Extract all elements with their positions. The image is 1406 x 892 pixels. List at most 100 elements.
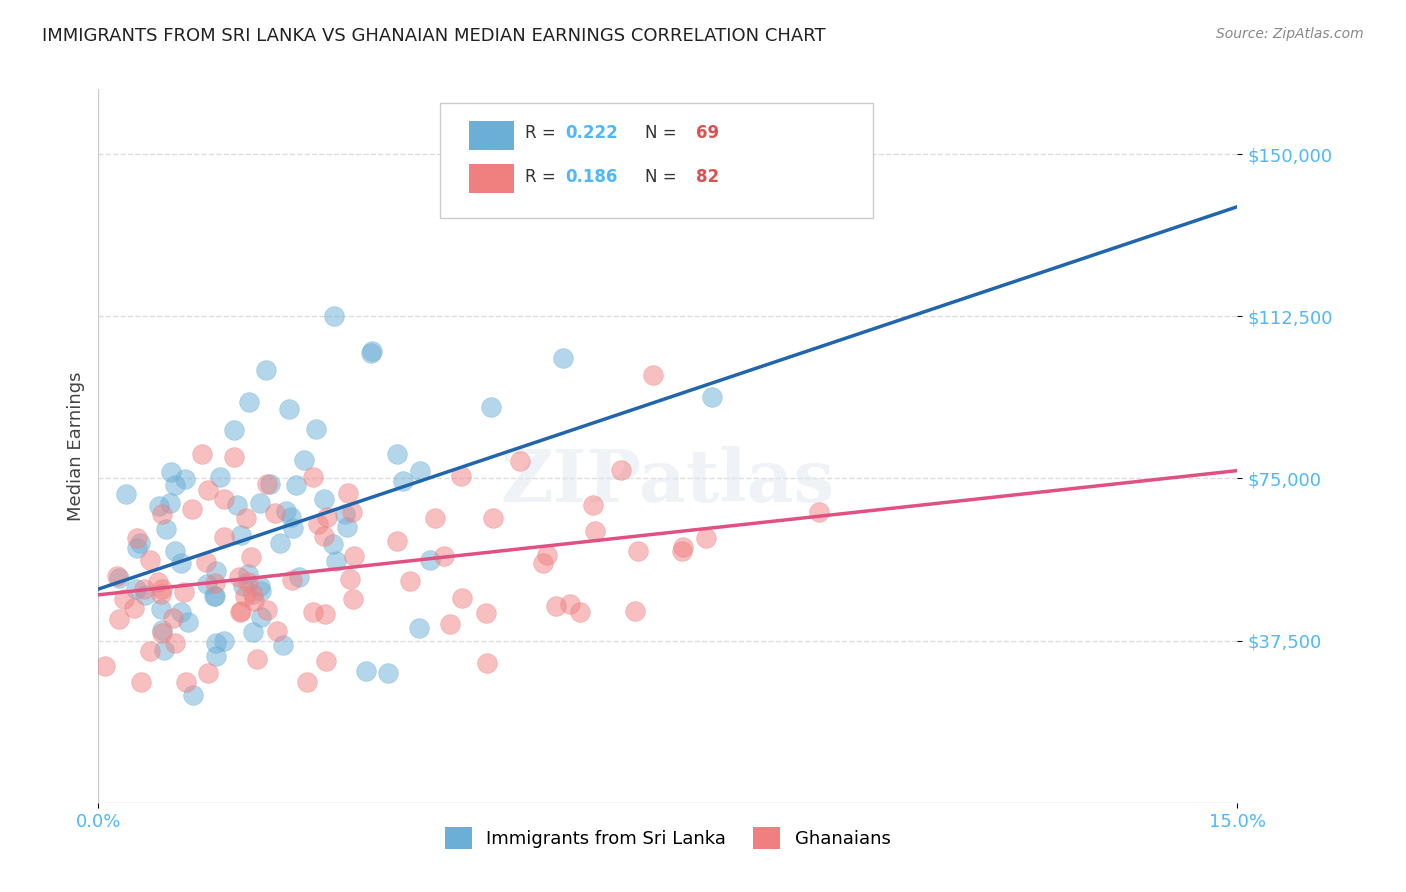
- Point: [240, 549, 263, 564]
- Point: [222, 423, 245, 437]
- Point: [312, 491, 335, 506]
- Point: [399, 574, 422, 589]
- Point: [150, 508, 173, 522]
- Point: [308, 516, 330, 531]
- Point: [173, 584, 195, 599]
- Point: [536, 548, 558, 562]
- Point: [160, 465, 183, 479]
- FancyBboxPatch shape: [440, 103, 873, 218]
- Point: [387, 446, 409, 460]
- Point: [174, 472, 197, 486]
- Point: [163, 636, 186, 650]
- Point: [560, 597, 582, 611]
- Point: [450, 591, 472, 606]
- Point: [204, 564, 226, 578]
- Point: [419, 553, 441, 567]
- Point: [112, 592, 135, 607]
- Point: [249, 579, 271, 593]
- Point: [288, 570, 311, 584]
- Point: [125, 541, 148, 556]
- Point: [93, 658, 115, 673]
- Point: [150, 626, 173, 640]
- Text: Source: ZipAtlas.com: Source: ZipAtlas.com: [1216, 27, 1364, 41]
- Point: [150, 582, 173, 597]
- Point: [125, 582, 148, 596]
- Point: [222, 450, 245, 465]
- Point: [254, 363, 277, 377]
- Point: [315, 655, 337, 669]
- Point: [134, 588, 156, 602]
- Text: N =: N =: [645, 168, 676, 186]
- Point: [148, 499, 170, 513]
- Point: [339, 572, 361, 586]
- Point: [354, 664, 377, 678]
- Point: [316, 509, 339, 524]
- Y-axis label: Median Earnings: Median Earnings: [66, 371, 84, 521]
- Point: [165, 478, 187, 492]
- Point: [236, 566, 259, 581]
- Point: [266, 624, 288, 638]
- Point: [385, 534, 408, 549]
- Point: [259, 477, 281, 491]
- Point: [177, 615, 200, 629]
- Point: [481, 511, 503, 525]
- Point: [202, 589, 225, 603]
- Point: [325, 554, 347, 568]
- Text: 82: 82: [696, 168, 720, 186]
- Point: [204, 589, 226, 603]
- Point: [108, 612, 131, 626]
- Point: [235, 511, 257, 525]
- Point: [305, 422, 328, 436]
- Point: [271, 638, 294, 652]
- Legend: Immigrants from Sri Lanka, Ghanaians: Immigrants from Sri Lanka, Ghanaians: [436, 818, 900, 858]
- Point: [131, 674, 153, 689]
- Point: [583, 524, 606, 539]
- Point: [127, 531, 149, 545]
- Point: [274, 504, 297, 518]
- Point: [228, 605, 250, 619]
- Point: [475, 656, 498, 670]
- Point: [194, 555, 217, 569]
- Point: [242, 594, 264, 608]
- Bar: [468, 121, 515, 150]
- Point: [209, 469, 232, 483]
- Point: [256, 477, 278, 491]
- Point: [280, 574, 302, 588]
- Point: [392, 475, 415, 489]
- Point: [114, 487, 136, 501]
- Point: [204, 636, 226, 650]
- Text: N =: N =: [645, 125, 676, 143]
- Point: [433, 549, 456, 564]
- Point: [807, 505, 830, 519]
- Point: [409, 464, 432, 478]
- Point: [408, 622, 430, 636]
- Point: [340, 505, 363, 519]
- Point: [342, 591, 364, 606]
- Point: [163, 544, 186, 558]
- Point: [360, 346, 382, 360]
- Point: [159, 496, 181, 510]
- Point: [263, 507, 285, 521]
- Point: [295, 674, 318, 689]
- Point: [155, 523, 177, 537]
- Point: [105, 569, 128, 583]
- Point: [277, 401, 299, 416]
- Point: [423, 511, 446, 525]
- Point: [568, 605, 591, 619]
- Point: [702, 390, 724, 404]
- Text: 69: 69: [696, 125, 720, 143]
- Point: [170, 606, 193, 620]
- Point: [238, 394, 260, 409]
- Point: [129, 536, 152, 550]
- Point: [256, 603, 278, 617]
- Point: [281, 521, 304, 535]
- Point: [544, 599, 567, 613]
- Point: [150, 587, 173, 601]
- Point: [204, 649, 226, 664]
- Point: [229, 528, 252, 542]
- Point: [361, 344, 384, 359]
- Point: [285, 478, 308, 492]
- Point: [249, 496, 271, 510]
- Point: [250, 584, 273, 599]
- Point: [333, 507, 356, 521]
